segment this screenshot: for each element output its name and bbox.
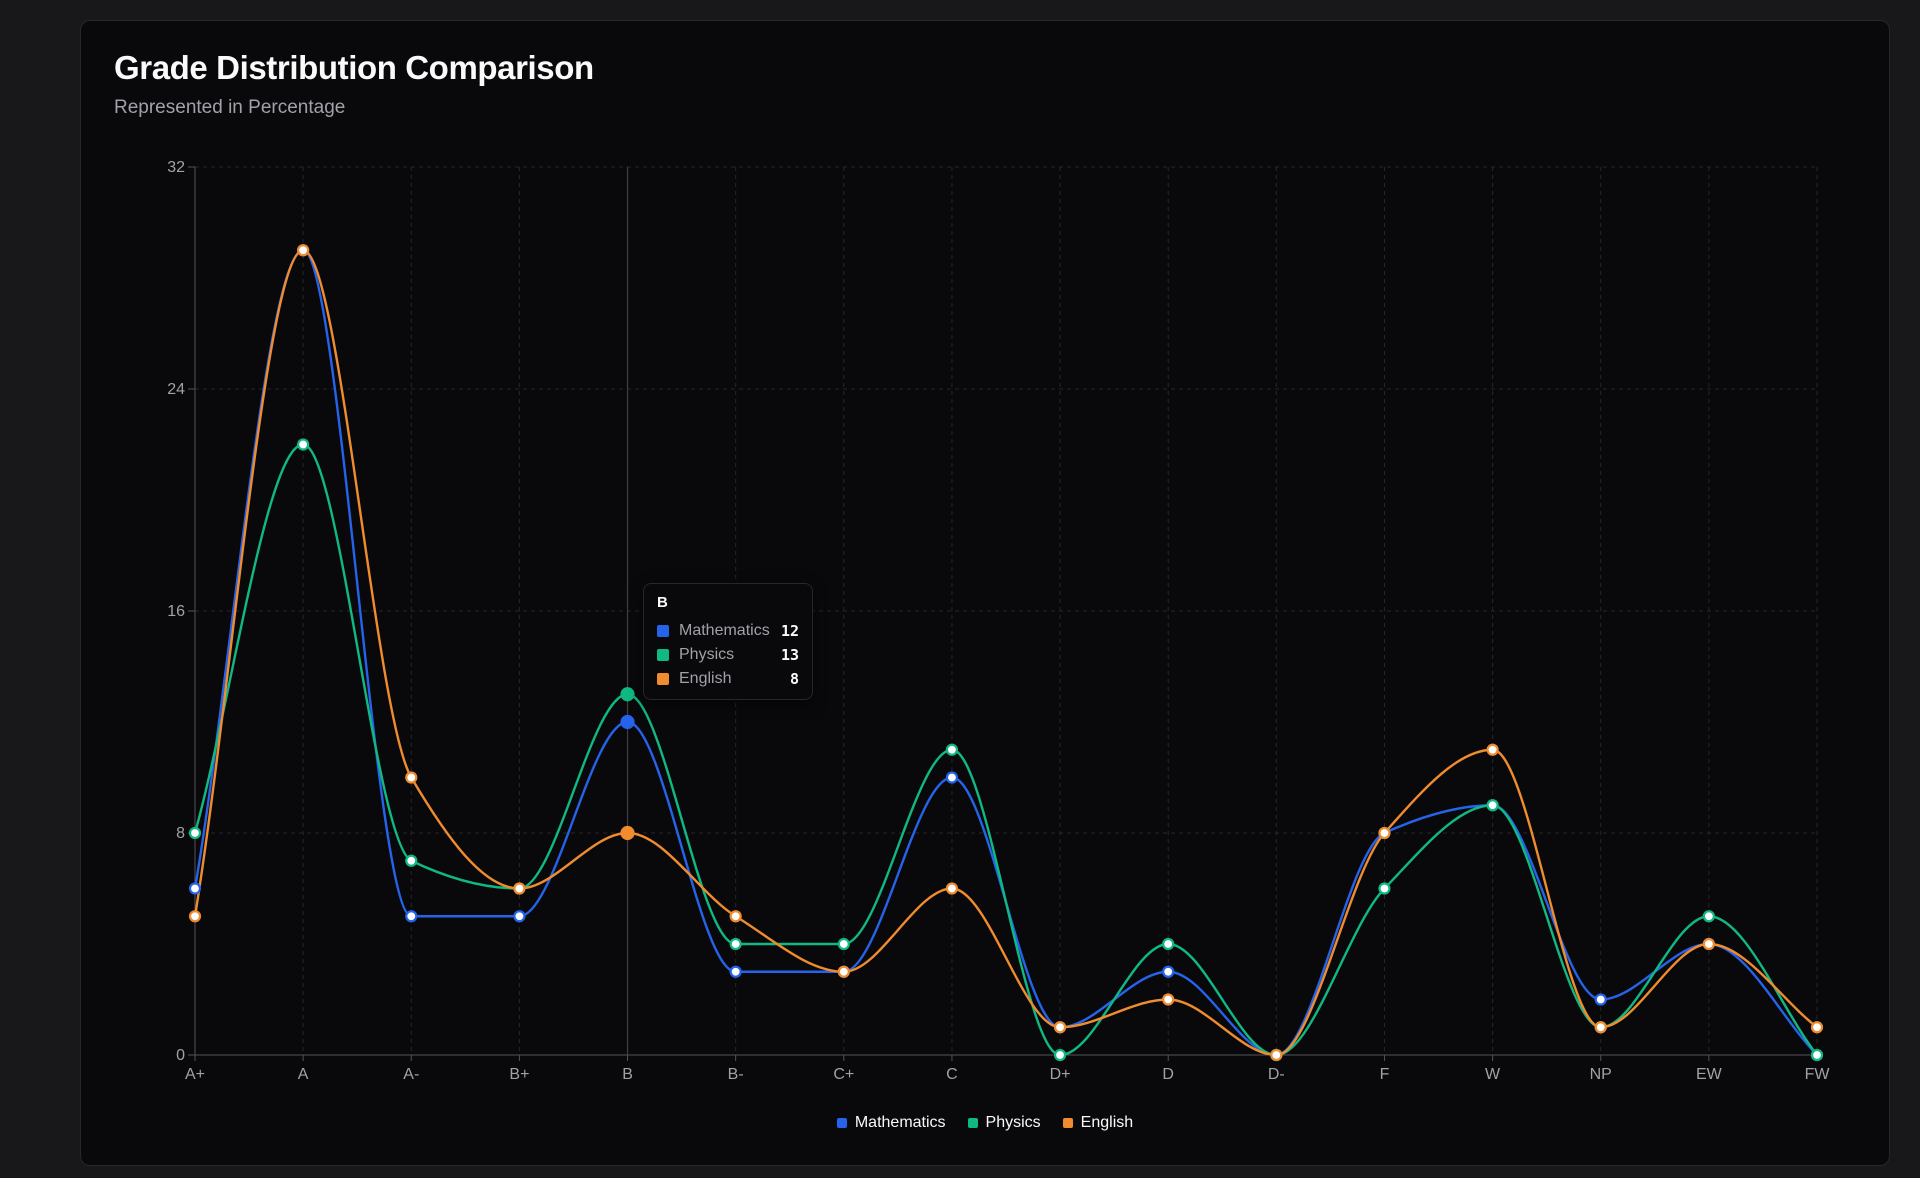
chart-subtitle: Represented in Percentage [114, 97, 346, 118]
legend-item-physics[interactable]: Physics [967, 1114, 1041, 1132]
data-point-physics [1162, 937, 1175, 951]
tooltip-series-value: 8 [789, 670, 799, 688]
x-tick-label: C+ [833, 1066, 854, 1083]
x-tick-label: B- [728, 1066, 744, 1083]
series-line-english [193, 249, 1818, 1057]
x-tick-label: B+ [509, 1066, 529, 1083]
tooltip-title: B [657, 594, 668, 611]
data-point-physics [837, 937, 850, 951]
data-point-mathematics [729, 965, 742, 978]
data-point-english [1810, 1021, 1824, 1034]
tooltip-swatch-physics [657, 649, 669, 661]
data-point-physics [729, 937, 742, 951]
legend-swatch-physics [967, 1118, 978, 1128]
data-point-english [1702, 937, 1715, 951]
x-tick-label: EW [1696, 1066, 1723, 1083]
data-point-physics [1486, 799, 1499, 812]
data-point-physics [1053, 1048, 1067, 1062]
data-point-english [188, 910, 202, 923]
data-point-english [620, 825, 635, 841]
y-tick-label: 24 [167, 381, 185, 398]
series-line-physics [193, 443, 1818, 1057]
data-point-mathematics [405, 910, 418, 923]
x-tick-label: A- [403, 1066, 419, 1083]
data-point-physics [297, 438, 310, 451]
tooltip-series-name: English [679, 670, 732, 687]
x-tick-label: W [1485, 1066, 1501, 1083]
data-point-physics [1702, 910, 1715, 923]
y-tick-label: 16 [167, 603, 185, 620]
data-point-english [1270, 1048, 1283, 1062]
tooltip-row-mathematics: Mathematics 12 [657, 619, 799, 643]
chart-title: Grade Distribution Comparison [114, 49, 594, 86]
data-point-english [297, 244, 310, 257]
data-point-english [1378, 826, 1391, 840]
data-point-english [729, 910, 742, 923]
legend-label: English [1080, 1114, 1134, 1131]
x-tick-label: A [298, 1066, 309, 1083]
x-tick-label: NP [1590, 1066, 1612, 1083]
data-point-physics [405, 854, 418, 867]
data-point-english [1053, 1021, 1067, 1034]
tooltip-series-name: Mathematics [679, 622, 770, 639]
x-tick-label: D+ [1050, 1066, 1071, 1083]
chart-card: Grade Distribution Comparison Represente… [80, 20, 1890, 1166]
x-tick-label: C [946, 1066, 958, 1083]
tooltip-row-physics: Physics 13 [657, 643, 799, 667]
chart-tooltip: B Mathematics 12 Physics 13 English 8 [643, 583, 813, 700]
y-tick-label: 0 [176, 1047, 185, 1064]
data-point-physics [945, 743, 959, 756]
data-point-mathematics [1594, 993, 1607, 1006]
legend-swatch-english [1062, 1118, 1073, 1128]
data-point-mathematics [188, 882, 202, 895]
x-tick-label: D- [1268, 1066, 1285, 1083]
tooltip-series-value: 13 [780, 646, 799, 664]
data-point-physics [620, 687, 635, 702]
data-point-english [1162, 993, 1175, 1006]
data-point-english [945, 882, 959, 895]
chart-legend: Mathematics Physics English [81, 1114, 1889, 1132]
legend-item-mathematics[interactable]: Mathematics [836, 1114, 946, 1132]
tooltip-series-value: 12 [780, 622, 799, 640]
y-tick-label: 32 [167, 159, 185, 176]
tooltip-row-english: English 8 [657, 667, 799, 691]
tooltip-swatch-english [657, 673, 669, 685]
legend-label: Physics [985, 1114, 1041, 1131]
data-point-english [1486, 743, 1499, 756]
tooltip-series-name: Physics [679, 646, 735, 663]
x-tick-label: B [622, 1066, 633, 1083]
data-point-physics [188, 826, 202, 840]
x-tick-label: FW [1805, 1066, 1831, 1083]
data-point-english [513, 882, 526, 895]
x-tick-label: F [1380, 1066, 1390, 1083]
legend-label: Mathematics [854, 1114, 946, 1131]
data-point-physics [1810, 1048, 1824, 1062]
y-tick-label: 8 [176, 825, 185, 842]
data-point-mathematics [513, 910, 526, 923]
data-point-physics [1378, 882, 1391, 895]
legend-swatch-mathematics [836, 1118, 847, 1128]
x-tick-label: D [1162, 1066, 1174, 1083]
x-tick-label: A+ [185, 1066, 205, 1083]
tooltip-swatch-mathematics [657, 625, 669, 637]
data-point-english [405, 771, 418, 784]
data-point-mathematics [620, 714, 635, 730]
series-line-mathematics [193, 249, 1818, 1057]
data-point-mathematics [945, 771, 959, 784]
data-point-english [1594, 1021, 1607, 1034]
data-point-english [837, 965, 850, 978]
data-point-mathematics [1162, 965, 1175, 978]
legend-item-english[interactable]: English [1062, 1114, 1134, 1132]
